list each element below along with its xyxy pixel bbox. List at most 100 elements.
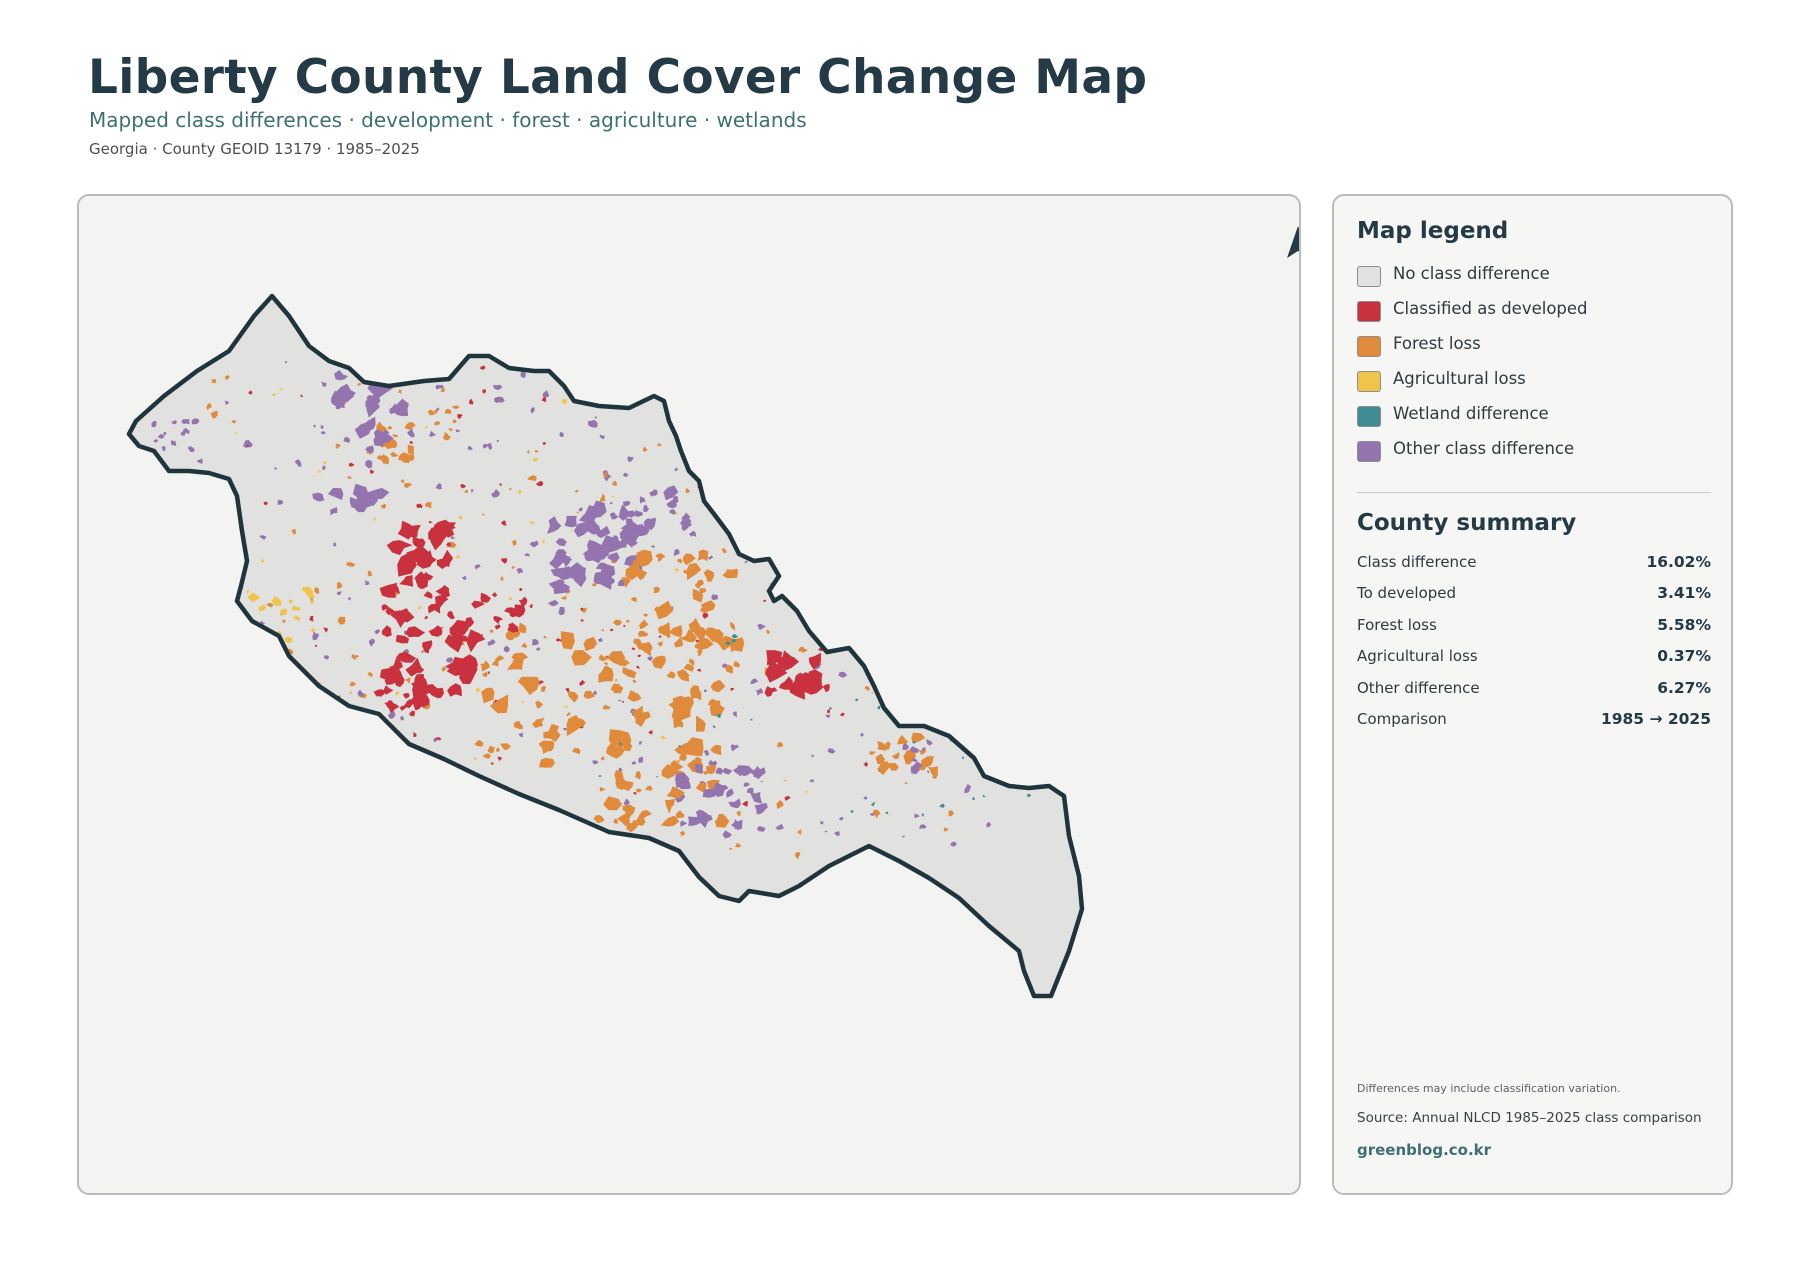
other-change-patch	[820, 820, 824, 825]
forest-loss-patch	[400, 478, 405, 483]
forest-loss-patch	[398, 389, 402, 394]
legend-swatch	[1357, 371, 1381, 392]
other-change-patch	[979, 391, 988, 399]
developed-patch	[839, 712, 845, 717]
forest-loss-patch	[955, 489, 959, 491]
brand-link[interactable]: greenblog.co.kr	[1357, 1141, 1492, 1159]
summary-label: Forest loss	[1357, 615, 1437, 634]
other-change-patch	[460, 809, 468, 818]
other-change-patch	[850, 564, 858, 574]
developed-patch	[339, 715, 343, 720]
agricultural-loss-patch	[518, 489, 523, 495]
other-change-patch	[746, 787, 754, 794]
developed-patch	[482, 389, 486, 394]
agricultural-loss-patch	[508, 597, 513, 601]
forest-loss-patch	[732, 463, 737, 467]
agricultural-loss-patch	[611, 495, 615, 498]
forest-loss-patch	[654, 606, 660, 611]
developed-patch	[270, 799, 273, 802]
forest-loss-patch	[797, 597, 806, 606]
other-change-patch	[950, 841, 957, 847]
agricultural-loss-patch	[561, 399, 567, 405]
forest-loss-patch	[520, 642, 528, 649]
forest-loss-patch	[655, 600, 674, 620]
other-change-patch	[347, 597, 351, 601]
agricultural-loss-patch	[417, 606, 422, 610]
forest-loss-patch	[766, 629, 770, 634]
other-change-patch	[961, 466, 966, 471]
forest-loss-patch	[697, 549, 709, 562]
developed-patch	[417, 578, 426, 589]
map-panel[interactable]: N	[77, 194, 1301, 1195]
forest-loss-patch	[511, 566, 515, 569]
forest-loss-patch	[625, 620, 630, 623]
other-change-patch	[435, 483, 442, 490]
forest-loss-patch	[846, 556, 851, 559]
forest-loss-patch	[615, 678, 617, 682]
forest-loss-patch	[346, 562, 356, 567]
other-change-patch	[312, 424, 316, 428]
forest-loss-patch	[199, 658, 203, 662]
developed-patch	[529, 604, 533, 608]
forest-loss-patch	[948, 381, 953, 386]
other-change-patch	[774, 462, 781, 469]
forest-loss-patch	[306, 680, 311, 684]
developed-patch	[621, 700, 625, 703]
forest-loss-patch	[699, 587, 707, 595]
wetland-change-patch	[855, 698, 859, 702]
forest-loss-patch	[474, 740, 484, 747]
forest-loss-patch	[869, 750, 876, 756]
forest-loss-patch	[864, 686, 870, 691]
developed-patch	[580, 607, 584, 611]
other-change-patch	[203, 761, 208, 766]
developed-patch	[399, 705, 407, 711]
developed-patch	[323, 627, 328, 633]
forest-loss-patch	[705, 764, 717, 775]
forest-loss-patch	[669, 625, 683, 638]
forest-loss-patch	[574, 489, 579, 493]
forest-loss-patch	[972, 467, 981, 474]
county-land-fill	[129, 296, 1082, 996]
other-change-patch	[369, 638, 376, 647]
other-change-patch	[493, 396, 505, 403]
forest-loss-patch	[442, 431, 452, 441]
forest-loss-patch	[904, 782, 908, 785]
developed-patch	[449, 619, 469, 639]
agricultural-loss-patch	[302, 586, 314, 597]
other-change-patch	[643, 517, 657, 531]
agricultural-loss-patch	[660, 735, 667, 740]
agricultural-loss-patch	[271, 595, 282, 606]
other-change-patch	[703, 689, 708, 693]
forest-loss-patch	[568, 715, 580, 724]
developed-patch	[469, 398, 474, 405]
forest-loss-patch	[527, 475, 537, 481]
other-change-patch	[163, 431, 167, 436]
agricultural-loss-patch	[837, 511, 840, 514]
forest-loss-patch	[794, 851, 801, 860]
forest-loss-patch	[921, 644, 924, 647]
county-map[interactable]	[79, 196, 1301, 1195]
forest-loss-patch	[621, 780, 634, 791]
forest-loss-patch	[637, 810, 652, 819]
other-change-patch	[236, 832, 239, 837]
other-change-patch	[681, 512, 691, 520]
other-change-patch	[714, 782, 729, 798]
forest-loss-patch	[617, 813, 632, 827]
agricultural-loss-patch	[728, 475, 732, 478]
other-change-patch	[330, 507, 338, 516]
forest-loss-patch	[610, 683, 622, 693]
developed-patch	[809, 652, 821, 670]
forest-loss-patch	[692, 426, 696, 430]
forest-loss-patch	[872, 809, 881, 819]
forest-loss-patch	[392, 434, 399, 438]
other-change-patch	[902, 835, 905, 838]
other-change-patch	[555, 538, 567, 547]
other-change-patch	[568, 567, 587, 588]
forest-loss-patch	[661, 764, 679, 779]
other-change-patch	[321, 381, 327, 387]
other-change-patch	[486, 443, 493, 451]
agricultural-loss-patch	[788, 446, 792, 449]
forest-loss-patch	[496, 747, 500, 753]
forest-loss-patch	[606, 650, 626, 667]
developed-patch	[433, 519, 456, 534]
